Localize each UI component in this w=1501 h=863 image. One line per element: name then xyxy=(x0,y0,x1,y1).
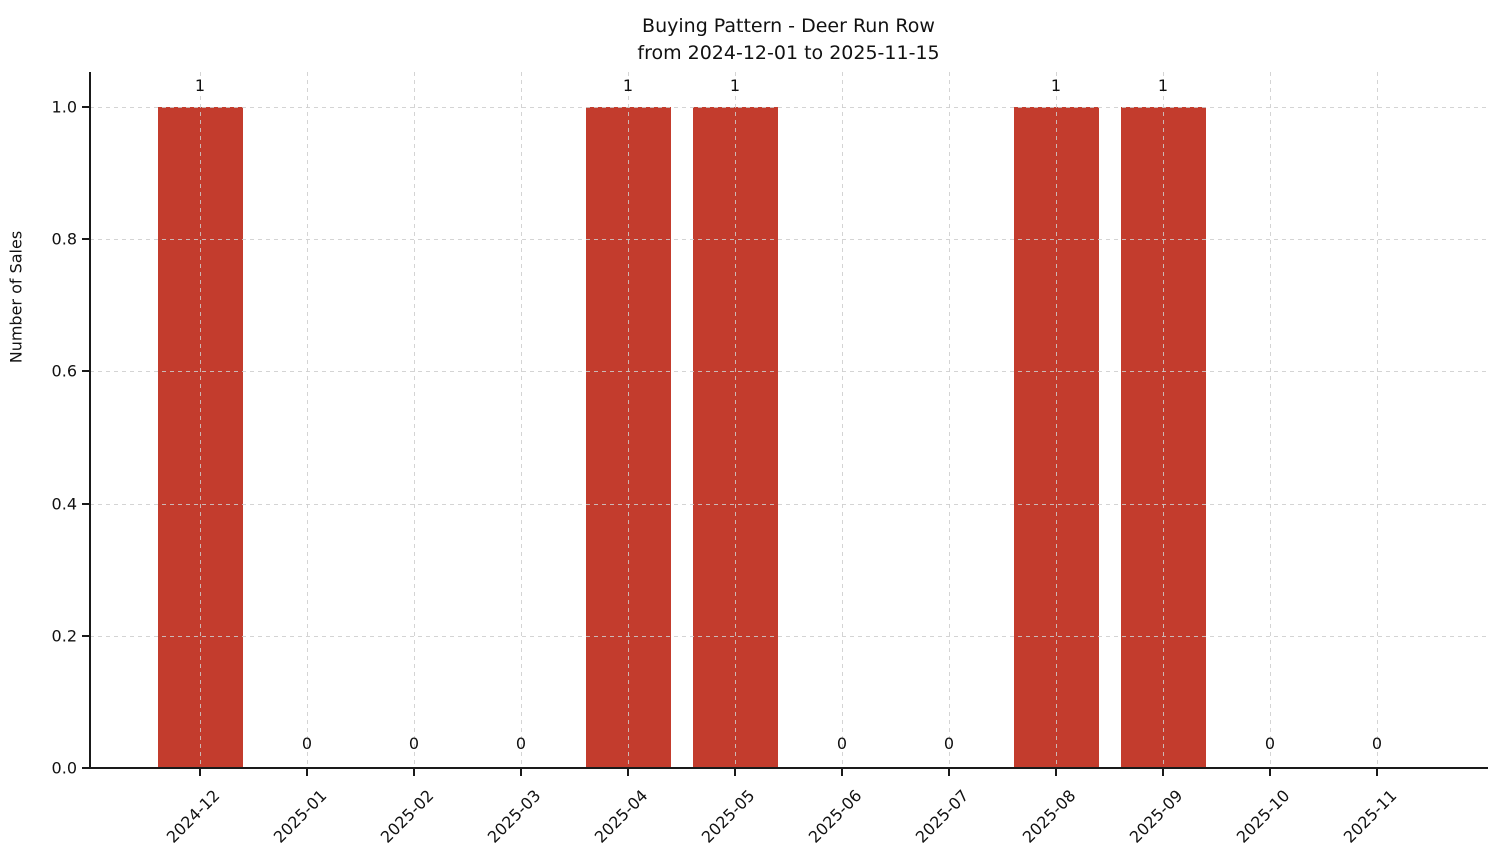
gridline-vertical xyxy=(521,72,522,768)
bar-value-label: 0 xyxy=(1371,734,1383,753)
x-tick-label: 2025-04 xyxy=(590,786,652,847)
x-tick-label: 2024-12 xyxy=(162,786,224,847)
bar-value-label: 0 xyxy=(301,734,313,753)
y-tick-label: 0.8 xyxy=(51,229,77,249)
gridline-vertical xyxy=(1377,72,1378,768)
plot-area: 1 0 0 0 1 1 0 0 1 1 0 0 xyxy=(90,72,1487,768)
x-tick-mark xyxy=(199,769,201,776)
x-tick-label: 2025-08 xyxy=(1018,786,1080,847)
bar-value-label: 1 xyxy=(1157,76,1169,95)
gridline-horizontal xyxy=(90,635,1487,637)
x-tick-label: 2025-05 xyxy=(697,786,759,847)
y-tick-label: 0.2 xyxy=(51,626,77,646)
bar-value-label: 0 xyxy=(1264,734,1276,753)
x-tick-mark xyxy=(948,769,950,776)
y-tick-label: 0.4 xyxy=(51,494,77,514)
x-tick-mark xyxy=(734,769,736,776)
x-tick-mark xyxy=(1269,769,1271,776)
y-tick-label: 1.0 xyxy=(51,97,77,117)
x-tick-label: 2025-06 xyxy=(804,786,866,847)
y-tick-mark xyxy=(82,767,89,769)
bar-value-label: 0 xyxy=(836,734,848,753)
gridline-vertical xyxy=(200,72,201,768)
gridline-vertical xyxy=(414,72,415,768)
y-tick-mark xyxy=(82,634,89,637)
bar-value-label: 0 xyxy=(408,734,420,753)
gridline-vertical xyxy=(1056,72,1057,768)
bar-value-label: 0 xyxy=(515,734,527,753)
gridline-horizontal xyxy=(90,239,1487,241)
x-tick-mark xyxy=(1376,769,1378,776)
x-tick-mark xyxy=(1055,769,1057,776)
x-tick-label: 2025-09 xyxy=(1125,786,1187,847)
y-tick-mark xyxy=(82,502,89,505)
y-tick-mark xyxy=(82,238,89,241)
chart-title: Buying Pattern - Deer Run Row xyxy=(642,15,935,37)
chart-title-block: Buying Pattern - Deer Run Row from 2024-… xyxy=(90,13,1487,67)
x-tick-mark xyxy=(520,769,522,776)
x-tick-label: 2025-07 xyxy=(911,786,973,847)
chart-subtitle: from 2024-12-01 to 2025-11-15 xyxy=(637,42,940,64)
y-axis-title: Number of Sales xyxy=(6,230,26,364)
gridline-vertical xyxy=(628,72,629,768)
x-tick-mark xyxy=(413,769,415,776)
bar-value-label: 1 xyxy=(729,76,741,95)
x-tick-mark xyxy=(841,769,843,776)
gridline-vertical xyxy=(842,72,843,768)
x-tick-label: 2025-02 xyxy=(376,786,438,847)
gridline-horizontal xyxy=(90,371,1487,373)
y-tick-mark xyxy=(82,370,89,373)
y-tick-mark xyxy=(82,106,89,108)
gridline-vertical xyxy=(1163,72,1164,768)
y-tick-label: 0.0 xyxy=(51,758,77,778)
gridline-vertical xyxy=(949,72,950,768)
x-tick-label: 2025-01 xyxy=(269,786,331,847)
y-axis-spine xyxy=(89,72,91,769)
x-axis-spine xyxy=(89,767,1488,769)
bar-value-label: 1 xyxy=(622,76,634,95)
x-tick-label: 2025-10 xyxy=(1232,786,1294,847)
x-tick-label: 2025-11 xyxy=(1339,786,1401,847)
x-tick-label: 2025-03 xyxy=(483,786,545,847)
y-tick-label: 0.6 xyxy=(51,361,77,381)
gridline-vertical xyxy=(1270,72,1271,768)
x-tick-mark xyxy=(627,769,629,776)
gridline-horizontal xyxy=(90,107,1487,108)
x-tick-mark xyxy=(306,769,308,776)
gridline-vertical xyxy=(735,72,736,768)
bar-value-label: 1 xyxy=(1050,76,1062,95)
bar-value-label: 0 xyxy=(943,734,955,753)
gridline-vertical xyxy=(307,72,308,768)
gridline-horizontal xyxy=(90,503,1487,505)
x-tick-mark xyxy=(1162,769,1164,776)
bar-value-label: 1 xyxy=(194,76,206,95)
